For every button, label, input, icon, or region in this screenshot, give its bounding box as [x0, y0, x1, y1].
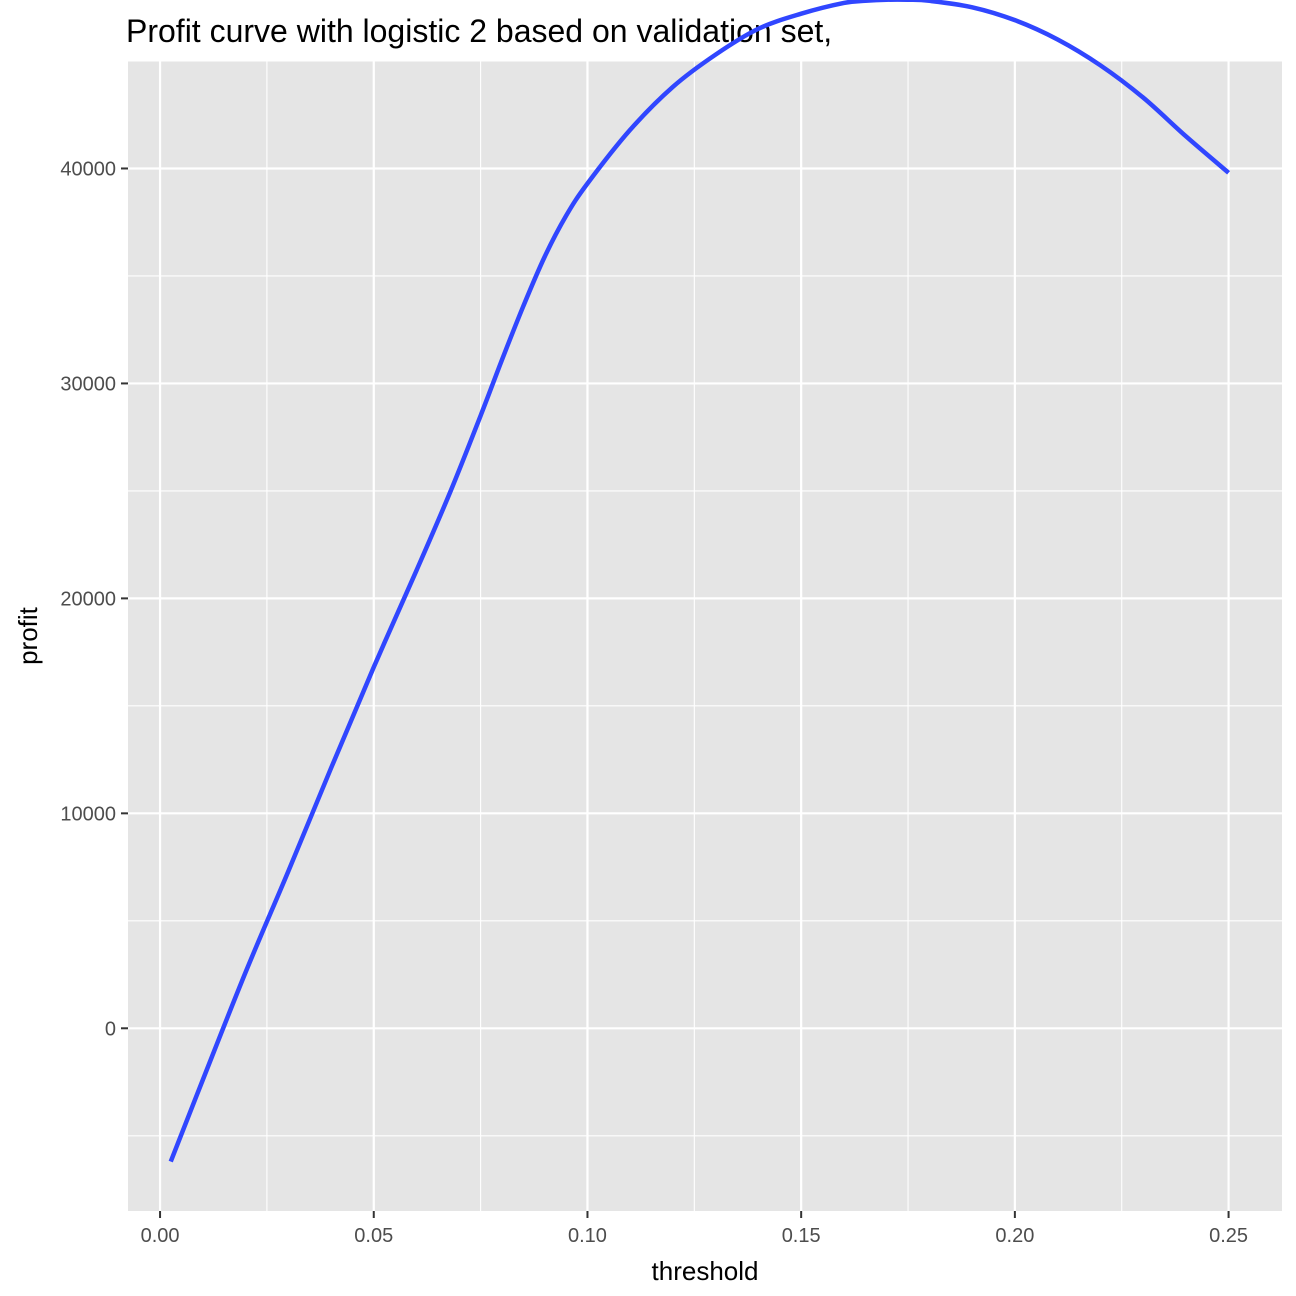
y-tick-label: 10000: [60, 803, 116, 825]
x-tick-label: 0.10: [568, 1225, 607, 1247]
y-axis-title: profit: [13, 606, 43, 665]
plot-panel: [128, 61, 1282, 1211]
x-tick-label: 0.20: [995, 1225, 1034, 1247]
minor-gridlines: [128, 60, 1282, 1211]
y-tick-label: 20000: [60, 588, 116, 610]
major-gridlines: [128, 61, 1282, 1211]
x-tick-label: 0.15: [782, 1225, 821, 1247]
profit-series-line: [168, 0, 1231, 1163]
y-axis: 0 10000 20000 30000 40000: [60, 158, 128, 1040]
x-axis: 0.00 0.05 0.10 0.15 0.20 0.25: [141, 1211, 1248, 1247]
x-axis-title: threshold: [652, 1256, 759, 1286]
y-tick-label: 0: [105, 1018, 116, 1040]
x-tick-label: 0.05: [354, 1225, 393, 1247]
y-tick-label: 30000: [60, 373, 116, 395]
chart-title: Profit curve with logistic 2 based on va…: [126, 13, 832, 49]
x-tick-label: 0.25: [1209, 1225, 1248, 1247]
y-tick-label: 40000: [60, 158, 116, 180]
x-tick-label: 0.00: [141, 1225, 180, 1247]
